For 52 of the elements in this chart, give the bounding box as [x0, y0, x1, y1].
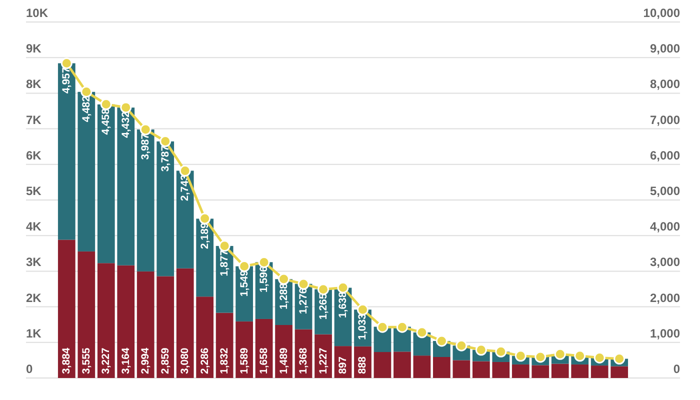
y-tick-label: 9K: [26, 42, 42, 56]
data-label: 4,458: [100, 108, 112, 135]
y-tick-label: 7K: [26, 112, 42, 127]
data-label: 4,482: [80, 96, 92, 122]
data-label: 3,884: [60, 348, 73, 374]
y-tick-label: 2K: [26, 290, 42, 305]
data-label: 1,288: [278, 282, 290, 310]
data-label: 1,589: [238, 348, 250, 374]
y-tick-label: 3K: [26, 255, 42, 270]
data-label: 1,658: [258, 348, 270, 374]
data-label: 1,265: [317, 293, 330, 320]
data-label: 3,227: [100, 348, 112, 374]
data-label: 2,859: [159, 348, 172, 374]
data-label: 1,877: [218, 250, 231, 276]
data-label: 1,227: [317, 348, 330, 374]
data-label: 1,368: [298, 348, 310, 374]
data-label: 2,994: [140, 348, 152, 374]
y-tick-label: 4K: [26, 220, 42, 234]
y2-tick-label: 8,000: [650, 77, 680, 92]
y2-tick-label: 0: [673, 362, 680, 376]
data-label: 3,787: [159, 145, 172, 172]
data-label: 1,489: [278, 348, 290, 374]
y2-tick-label: 5,000: [650, 184, 680, 198]
data-label: 3,555: [80, 348, 92, 374]
data-label: 2,189: [198, 222, 211, 249]
y-tick-label: 0: [26, 362, 33, 376]
y-tick-label: 5K: [26, 184, 42, 198]
data-label: 4,432: [120, 111, 132, 138]
y2-tick-label: 7,000: [650, 112, 680, 127]
y2-tick-label: 6,000: [650, 148, 680, 162]
y2-tick-label: 1,000: [650, 326, 680, 340]
y-tick-label: 6K: [26, 148, 42, 162]
data-label: 1,832: [218, 348, 231, 374]
data-label: 1,596: [258, 266, 270, 292]
data-label: 888: [356, 356, 369, 374]
data-label: 3,987: [140, 133, 152, 160]
data-label: 3,164: [120, 348, 132, 374]
data-label: 897: [337, 356, 349, 374]
y-tick-label: 10K: [26, 6, 48, 20]
data-label: 2,286: [198, 348, 211, 374]
y2-tick-label: 2,000: [650, 290, 680, 305]
data-label: 1,033: [356, 313, 369, 340]
data-label: 1,638: [337, 292, 349, 318]
data-label: 1,276: [298, 288, 310, 314]
y2-tick-label: 3,000: [650, 255, 680, 270]
data-label: 4,957: [60, 67, 73, 94]
y2-tick-label: 4,000: [650, 220, 680, 234]
y-tick-label: 8K: [26, 77, 42, 92]
data-label: 3,080: [179, 348, 192, 374]
y2-tick-label: 10,000: [643, 6, 680, 20]
y-tick-label: 1K: [26, 326, 42, 340]
y2-tick-label: 9,000: [650, 42, 680, 56]
